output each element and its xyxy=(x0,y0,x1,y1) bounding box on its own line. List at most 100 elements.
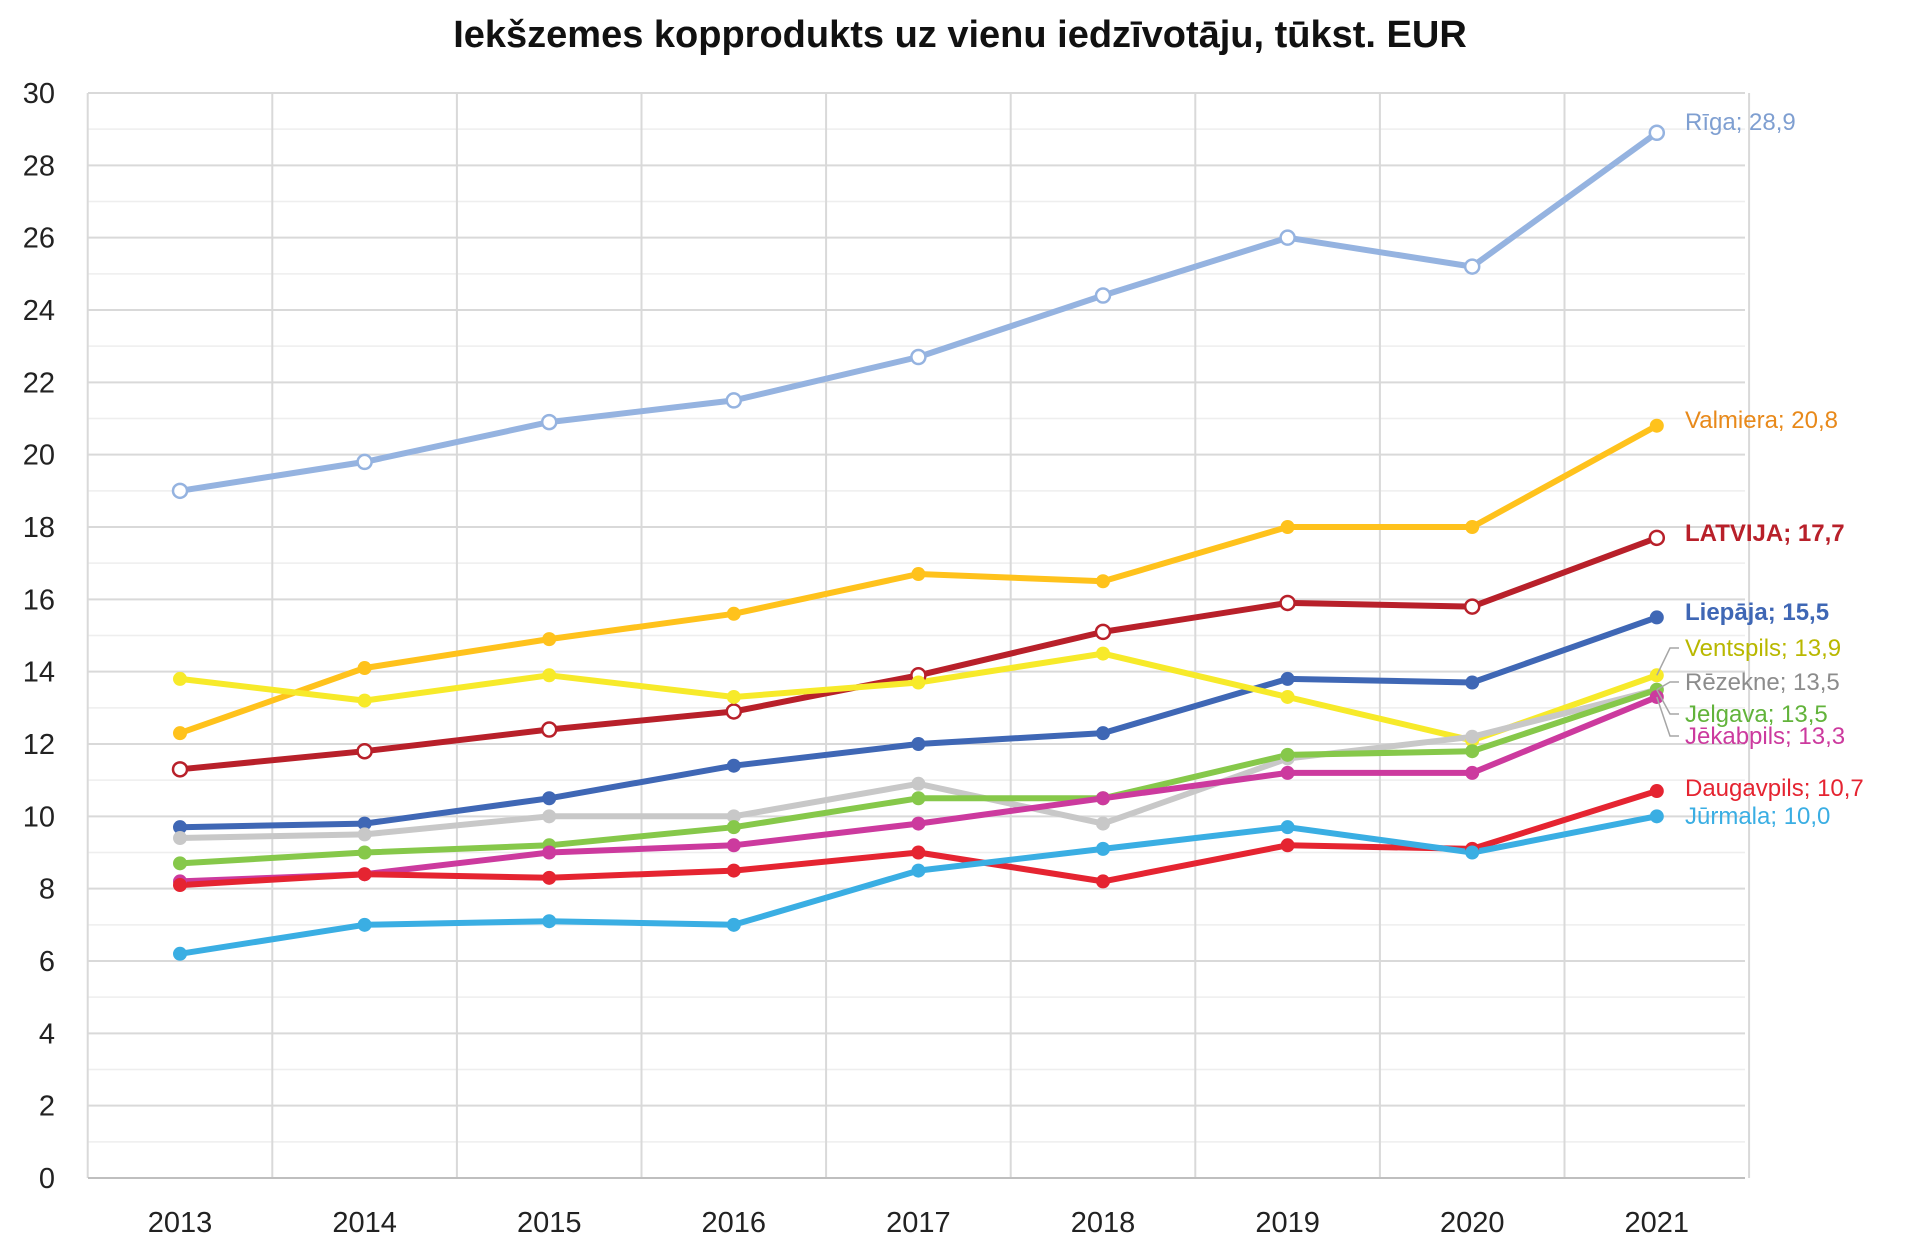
data-point xyxy=(726,689,741,704)
x-tick-label: 2016 xyxy=(702,1207,767,1239)
data-point xyxy=(911,845,926,860)
series-markers xyxy=(171,124,1666,961)
x-tick-label: 2013 xyxy=(148,1207,213,1239)
series-end-label: LATVIJA; 17,7 xyxy=(1685,520,1845,547)
series-line xyxy=(177,686,1660,867)
data-point xyxy=(542,791,557,806)
data-point xyxy=(1096,574,1110,589)
data-point xyxy=(1280,689,1295,704)
x-tick-label: 2018 xyxy=(1071,1207,1136,1239)
data-point xyxy=(910,348,927,366)
y-tick-label: 20 xyxy=(23,440,55,472)
x-tick-label: 2021 xyxy=(1625,1207,1690,1239)
data-point xyxy=(357,816,372,831)
data-point xyxy=(1279,229,1296,246)
data-point xyxy=(911,776,926,791)
data-point xyxy=(1096,726,1110,741)
series-end-label: Ventspils; 13,9 xyxy=(1685,635,1841,662)
data-point xyxy=(1465,765,1480,780)
series-end-label: Rīga; 28,9 xyxy=(1685,109,1796,136)
data-point xyxy=(542,870,557,885)
data-point xyxy=(726,838,741,853)
gridlines xyxy=(86,92,1751,1178)
data-point xyxy=(357,917,372,932)
data-point xyxy=(1280,838,1295,853)
data-point xyxy=(1649,610,1664,625)
y-tick-label: 14 xyxy=(23,657,55,689)
data-point xyxy=(911,816,926,831)
series-end-label: Jelgava; 13,5 xyxy=(1685,701,1828,728)
end-labels: Rīga; 28,9 Valmiera; 20,8 LATVIJA; 17,7 Lie… xyxy=(1656,109,1864,830)
data-point xyxy=(357,827,372,842)
y-tick-label: 18 xyxy=(23,512,55,544)
data-point xyxy=(540,721,558,738)
y-tick-label: 6 xyxy=(39,946,55,978)
y-tick-label: 8 xyxy=(39,874,55,906)
data-point xyxy=(1649,784,1664,799)
data-point xyxy=(725,703,743,720)
x-tick-label: 2014 xyxy=(332,1207,397,1239)
y-tick-label: 16 xyxy=(23,584,55,616)
data-point xyxy=(1280,765,1295,780)
data-point xyxy=(1465,520,1480,534)
y-tick-label: 0 xyxy=(39,1163,55,1195)
data-point xyxy=(726,758,741,773)
x-tick-label: 2019 xyxy=(1255,1207,1320,1239)
data-point xyxy=(1280,520,1295,534)
data-point xyxy=(1096,791,1110,806)
data-point xyxy=(357,867,372,882)
x-tick-label: 2020 xyxy=(1440,1207,1505,1239)
data-point xyxy=(542,845,557,860)
data-point xyxy=(542,914,557,929)
series-line xyxy=(177,129,1660,494)
series-end-label: Liepāja; 15,5 xyxy=(1685,599,1829,626)
data-point xyxy=(542,632,557,647)
data-point xyxy=(1096,646,1110,661)
data-point xyxy=(1096,816,1110,831)
series-end-label: Jūrmala; 10,0 xyxy=(1685,803,1830,830)
data-point xyxy=(1463,258,1481,275)
series-end-label: Valmiera; 20,8 xyxy=(1685,407,1838,434)
x-tick-label: 2015 xyxy=(517,1207,582,1239)
data-point xyxy=(357,845,372,860)
label-leader-line xyxy=(1656,696,1679,737)
data-point xyxy=(1096,841,1110,856)
y-tick-label: 12 xyxy=(23,729,55,761)
label-leader-line xyxy=(1656,689,1679,715)
data-point xyxy=(357,693,372,708)
data-point xyxy=(726,606,741,621)
data-point xyxy=(1094,287,1112,304)
series-line xyxy=(177,650,1660,744)
series-end-label: Jēkabpils; 13,3 xyxy=(1685,723,1845,750)
data-point xyxy=(173,671,187,686)
y-tick-label: 26 xyxy=(23,223,55,255)
data-point xyxy=(173,831,187,846)
data-point xyxy=(542,668,557,683)
series-end-label: Rēzekne; 13,5 xyxy=(1685,669,1840,696)
data-point xyxy=(726,820,741,835)
data-point xyxy=(173,878,187,893)
data-point xyxy=(1096,874,1110,889)
data-point xyxy=(726,863,741,878)
data-point xyxy=(542,809,557,824)
y-tick-label: 28 xyxy=(23,150,55,182)
data-point xyxy=(1465,675,1480,690)
data-point xyxy=(356,453,373,471)
data-point xyxy=(726,917,741,932)
data-point xyxy=(1648,124,1666,142)
x-tick-label: 2017 xyxy=(886,1207,951,1239)
data-point xyxy=(540,413,558,431)
data-point xyxy=(1465,729,1480,744)
data-point xyxy=(356,742,373,760)
series-lines xyxy=(177,129,1660,957)
y-tick-label: 30 xyxy=(23,78,55,110)
y-tick-label: 24 xyxy=(23,295,55,327)
data-point xyxy=(1280,671,1295,686)
data-point xyxy=(726,809,741,824)
data-point xyxy=(1463,598,1481,615)
y-tick-label: 2 xyxy=(39,1091,55,1123)
data-point xyxy=(171,761,189,778)
data-point xyxy=(1280,747,1295,762)
